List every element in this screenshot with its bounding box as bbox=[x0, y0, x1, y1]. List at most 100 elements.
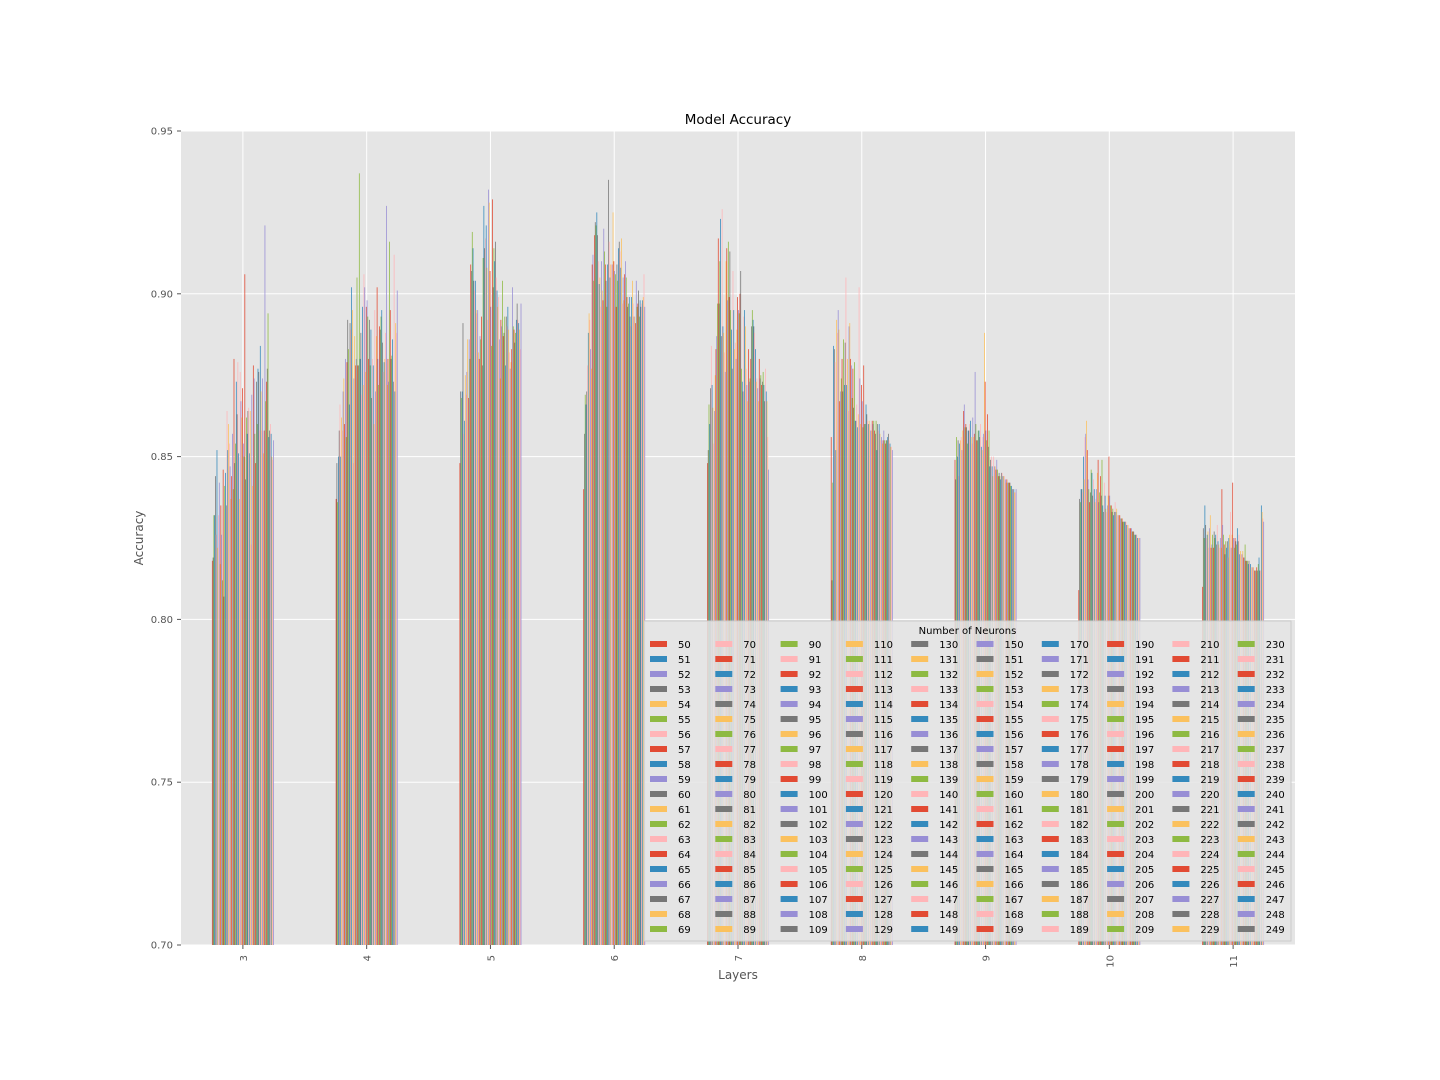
legend-entry-label: 165 bbox=[1005, 865, 1024, 876]
bar bbox=[515, 319, 517, 945]
legend-swatch bbox=[845, 641, 863, 647]
bar bbox=[504, 316, 506, 945]
legend-swatch bbox=[845, 896, 863, 902]
legend-swatch bbox=[845, 731, 863, 737]
bar bbox=[222, 580, 223, 945]
bar bbox=[225, 472, 226, 945]
legend-entry-label: 124 bbox=[874, 850, 893, 861]
legend-swatch bbox=[1041, 746, 1059, 752]
legend-swatch bbox=[1107, 716, 1125, 722]
legend-swatch bbox=[1237, 641, 1255, 647]
bar bbox=[245, 417, 247, 945]
legend-entry-label: 104 bbox=[809, 850, 828, 861]
bar bbox=[228, 424, 229, 945]
bar bbox=[485, 225, 487, 945]
legend-swatch bbox=[1107, 776, 1125, 782]
legend-swatch bbox=[976, 896, 994, 902]
bar bbox=[610, 264, 612, 946]
bar bbox=[477, 310, 479, 946]
bar bbox=[258, 371, 260, 946]
legend-swatch bbox=[650, 641, 667, 647]
bar bbox=[491, 345, 492, 945]
legend-swatch bbox=[780, 686, 798, 692]
bar bbox=[215, 534, 217, 945]
bar bbox=[514, 342, 516, 945]
legend-entry-label: 185 bbox=[1070, 865, 1089, 876]
bar bbox=[719, 261, 721, 945]
x-tick-label: 6 bbox=[610, 955, 621, 961]
legend-swatch bbox=[911, 926, 929, 932]
legend-entry-label: 243 bbox=[1266, 835, 1285, 846]
bar bbox=[372, 365, 374, 945]
bar bbox=[273, 440, 274, 945]
bar bbox=[370, 329, 372, 946]
legend-entry-label: 177 bbox=[1070, 745, 1089, 756]
bar-group-layer-3 bbox=[211, 225, 274, 946]
legend-entry-label: 85 bbox=[743, 865, 756, 876]
bar bbox=[732, 271, 734, 945]
legend-entry-label: 112 bbox=[874, 670, 893, 681]
legend-swatch bbox=[715, 821, 733, 827]
bar bbox=[238, 453, 240, 945]
legend-swatch bbox=[976, 821, 994, 827]
bar bbox=[335, 498, 337, 945]
legend-entry-label: 67 bbox=[678, 895, 691, 906]
legend-swatch bbox=[715, 656, 733, 662]
legend-swatch bbox=[1237, 791, 1255, 797]
legend-entry-label: 50 bbox=[678, 640, 691, 651]
bar bbox=[598, 284, 600, 946]
bar bbox=[371, 397, 373, 945]
legend-swatch bbox=[1237, 746, 1255, 752]
bar bbox=[460, 391, 462, 946]
legend-entry-label: 119 bbox=[874, 775, 893, 786]
legend-entry-label: 109 bbox=[809, 925, 828, 936]
legend-swatch bbox=[1107, 641, 1125, 647]
legend-entry-label: 65 bbox=[678, 865, 691, 876]
legend-swatch bbox=[1237, 806, 1255, 812]
bar bbox=[487, 319, 489, 945]
legend-entry-label: 55 bbox=[678, 715, 691, 726]
bar bbox=[218, 482, 220, 945]
bar bbox=[242, 443, 244, 945]
legend-swatch bbox=[845, 701, 863, 707]
legend-swatch bbox=[1237, 821, 1255, 827]
bar bbox=[337, 502, 339, 945]
legend-swatch bbox=[780, 776, 798, 782]
legend-entry-label: 247 bbox=[1266, 895, 1285, 906]
legend-swatch bbox=[1237, 686, 1255, 692]
bar bbox=[383, 362, 385, 945]
bar bbox=[471, 231, 473, 945]
bar bbox=[726, 248, 728, 945]
legend-swatch bbox=[1041, 851, 1059, 857]
legend-swatch bbox=[1237, 716, 1255, 722]
bar bbox=[266, 381, 267, 945]
bar bbox=[485, 238, 486, 945]
legend-entry-label: 238 bbox=[1266, 760, 1285, 771]
y-tick-label: 0.80 bbox=[151, 615, 173, 626]
bar bbox=[600, 306, 602, 946]
legend-swatch bbox=[1107, 656, 1125, 662]
legend-swatch bbox=[976, 851, 994, 857]
bar bbox=[271, 456, 273, 945]
bar bbox=[640, 306, 642, 946]
bar bbox=[220, 505, 222, 945]
legend-entry-label: 97 bbox=[809, 745, 822, 756]
bar bbox=[739, 293, 741, 945]
legend-swatch bbox=[1041, 866, 1059, 872]
bar bbox=[265, 401, 267, 945]
legend-entry-label: 154 bbox=[1005, 700, 1024, 711]
bar bbox=[474, 280, 476, 945]
bar bbox=[589, 319, 591, 945]
legend-entry-label: 199 bbox=[1135, 775, 1154, 786]
bar bbox=[638, 316, 640, 945]
bar-group-layer-5 bbox=[459, 189, 522, 946]
bar bbox=[717, 238, 719, 945]
legend-swatch bbox=[1172, 926, 1190, 932]
legend-swatch bbox=[1041, 911, 1059, 917]
legend-entry-label: 198 bbox=[1135, 760, 1154, 771]
legend-swatch bbox=[911, 701, 929, 707]
legend-entry-label: 123 bbox=[874, 835, 893, 846]
legend-swatch bbox=[650, 866, 667, 872]
legend-entry-label: 95 bbox=[809, 715, 822, 726]
legend-entry-label: 181 bbox=[1070, 805, 1089, 816]
